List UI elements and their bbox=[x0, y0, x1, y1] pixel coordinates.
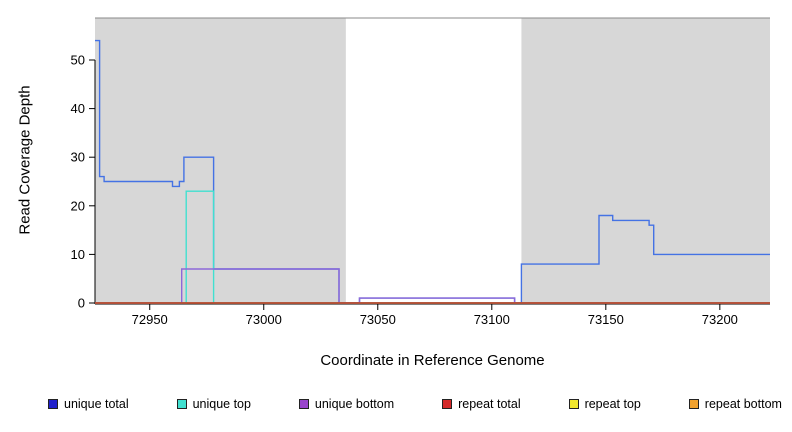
legend-swatch-repeat-bottom bbox=[688, 399, 699, 409]
x-tick-label: 73100 bbox=[474, 312, 510, 327]
legend-label-repeat-top: repeat top bbox=[584, 397, 641, 411]
legend-swatch-unique-top bbox=[176, 399, 187, 409]
legend-swatch-repeat-total bbox=[442, 399, 453, 409]
y-tick-label: 30 bbox=[71, 150, 85, 165]
legend-swatch-unique-bottom bbox=[298, 399, 309, 409]
legend-item-repeat-total: repeat total bbox=[442, 397, 521, 411]
x-tick-label: 73200 bbox=[702, 312, 738, 327]
x-tick-label: 73050 bbox=[360, 312, 396, 327]
y-tick-label: 40 bbox=[71, 101, 85, 116]
legend-swatch-repeat-top bbox=[568, 399, 579, 409]
shaded-region bbox=[95, 18, 346, 304]
y-tick-label: 20 bbox=[71, 198, 85, 213]
legend-swatch-unique-total bbox=[48, 399, 58, 409]
x-axis-title: Coordinate in Reference Genome bbox=[320, 352, 545, 369]
y-axis-title: Read Coverage Depth bbox=[16, 85, 34, 235]
x-tick-label: 73000 bbox=[246, 312, 282, 327]
y-tick-label: 0 bbox=[78, 296, 85, 311]
legend-label-unique-top: unique top bbox=[192, 397, 251, 411]
legend-label-repeat-bottom: repeat bottom bbox=[704, 397, 782, 411]
legend-label-unique-bottom: unique bottom bbox=[314, 397, 395, 411]
legend-label-repeat-total: repeat total bbox=[458, 397, 521, 411]
x-tick-label: 72950 bbox=[132, 312, 168, 327]
shaded-region bbox=[521, 18, 770, 304]
legend-item-unique-total: unique total bbox=[48, 397, 129, 411]
y-tick-label: 50 bbox=[71, 53, 85, 68]
legend-item-repeat-top: repeat top bbox=[568, 397, 641, 411]
legend-item-unique-bottom: unique bottom bbox=[298, 397, 395, 411]
x-tick-label: 73150 bbox=[588, 312, 624, 327]
legend-item-repeat-bottom: repeat bottom bbox=[688, 397, 782, 411]
legend-item-unique-top: unique top bbox=[176, 397, 251, 411]
legend: unique total unique top unique bottom repea… bbox=[48, 397, 782, 411]
y-tick-label: 10 bbox=[71, 247, 85, 262]
legend-label-unique-total: unique total bbox=[64, 397, 129, 411]
